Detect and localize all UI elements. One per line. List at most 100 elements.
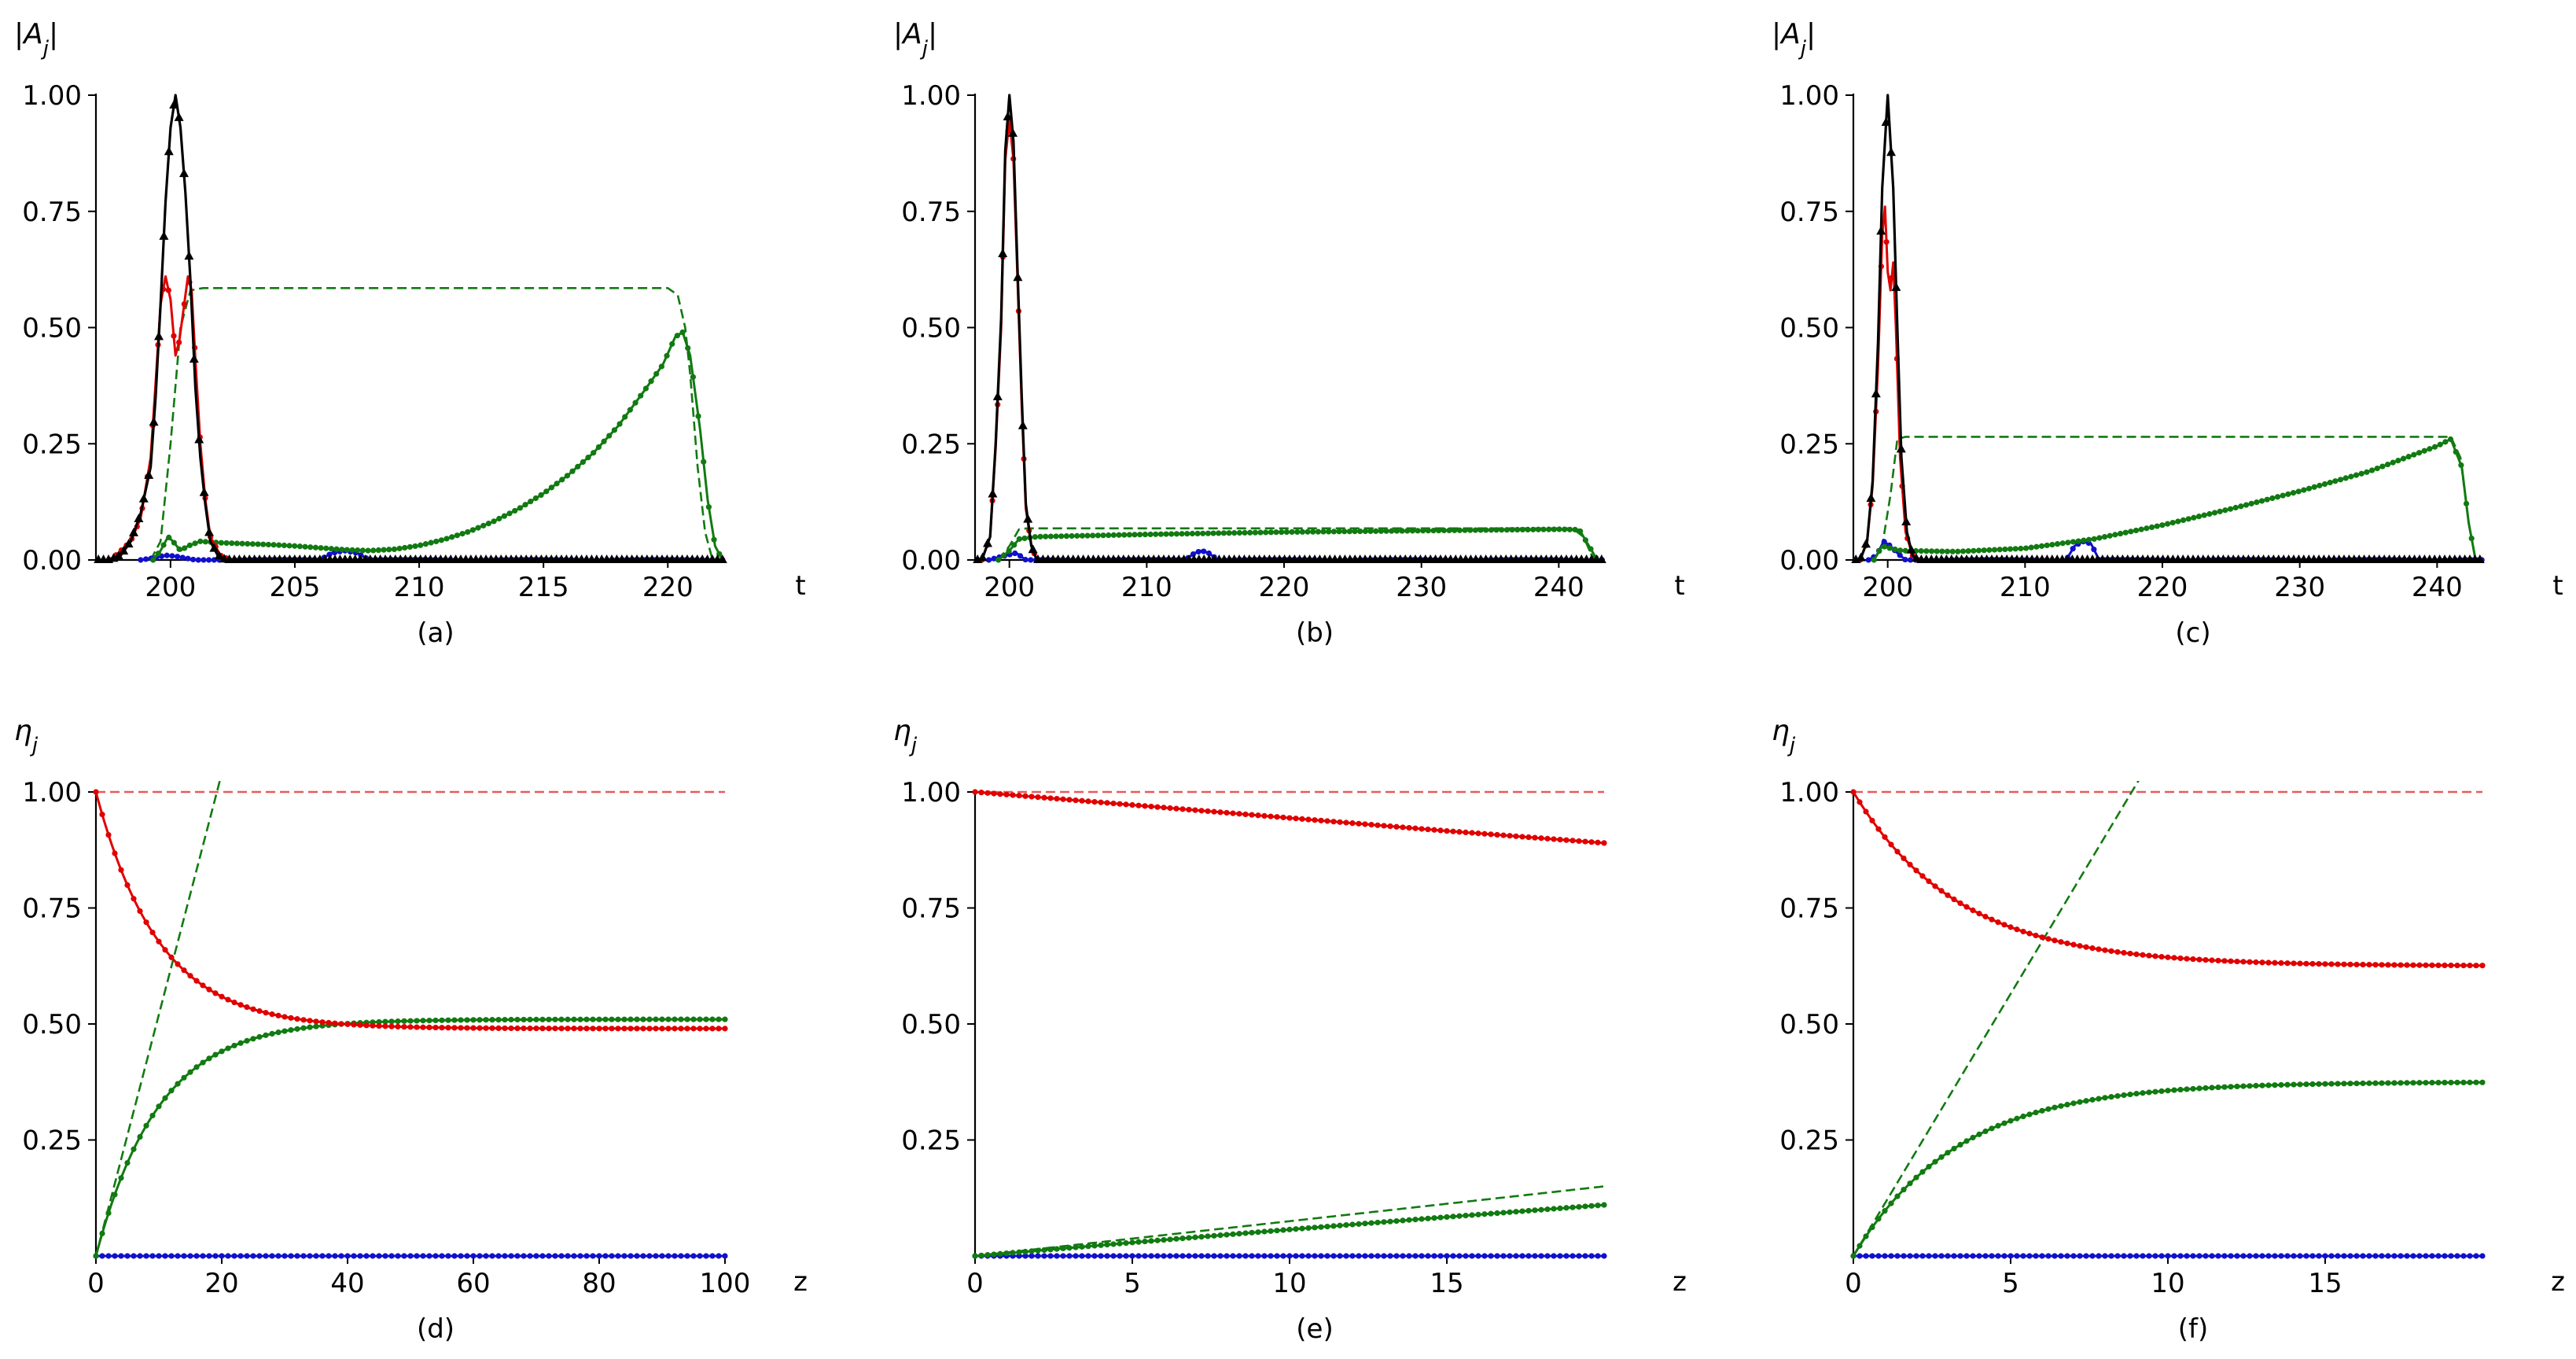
marker-signal-output [355, 547, 361, 554]
y-tick-label: 0.75 [901, 197, 961, 228]
marker-signal-efficiency [2020, 1113, 2026, 1120]
marker-pump-efficiency [2316, 961, 2322, 967]
marker-idler-efficiency [2083, 1253, 2089, 1259]
marker-signal-efficiency [1970, 1134, 1976, 1141]
marker-pump-input [1901, 517, 1912, 526]
marker-signal-efficiency [1022, 1248, 1029, 1255]
marker-idler-efficiency [1349, 1253, 1356, 1259]
marker-signal-output [1330, 528, 1337, 535]
marker-pump-input [1003, 111, 1013, 120]
marker-pump-input [159, 230, 169, 240]
marker-idler-efficiency [1330, 1253, 1337, 1259]
marker-signal-efficiency [2460, 1079, 2467, 1086]
marker-signal-output [1184, 531, 1190, 537]
marker-idler-efficiency [1875, 1253, 1882, 1259]
marker-pump-input [1861, 539, 1871, 548]
marker-pump-efficiency [300, 1017, 307, 1023]
marker-signal-efficiency [2228, 1084, 2234, 1090]
marker-signal-efficiency [2265, 1082, 2272, 1088]
marker-pump-efficiency [1475, 830, 1481, 837]
marker-idler [1897, 552, 1903, 558]
marker-signal-efficiency [1286, 1226, 1293, 1232]
marker-idler [1195, 548, 1202, 555]
marker-idler-efficiency [1945, 1253, 1951, 1259]
marker-signal-output [422, 541, 429, 547]
x-axis-title: t [1674, 570, 1684, 602]
marker-signal-output [1456, 527, 1463, 533]
x-tick-label: 10 [1272, 1268, 1306, 1299]
marker-signal-output [202, 539, 208, 545]
marker-signal-output [2427, 446, 2433, 452]
marker-idler-efficiency [1041, 1253, 1047, 1259]
marker-signal-efficiency [2121, 1092, 2127, 1099]
marker-idler [205, 557, 212, 563]
marker-pump-efficiency [1538, 835, 1544, 842]
marker-pump-efficiency [1857, 799, 1863, 805]
marker-signal-output [1257, 529, 1264, 536]
marker-pump-efficiency [2209, 957, 2215, 963]
marker-signal-output [396, 545, 403, 552]
marker-idler-efficiency [521, 1253, 527, 1259]
marker-signal-output [312, 544, 318, 551]
marker-idler-efficiency [1393, 1253, 1400, 1259]
marker-signal-efficiency [2096, 1096, 2102, 1102]
marker-signal-output [155, 551, 161, 557]
marker-signal-efficiency [2127, 1091, 2133, 1098]
marker-pump-efficiency [1198, 808, 1205, 814]
marker-pump-efficiency [1400, 824, 1406, 830]
marker-signal-efficiency [1995, 1122, 2001, 1129]
marker-signal-output [2332, 478, 2339, 484]
marker-pump-efficiency [2033, 932, 2039, 939]
marker-idler-efficiency [332, 1253, 338, 1259]
marker-idler-efficiency [445, 1253, 451, 1259]
marker-idler-efficiency [2473, 1253, 2479, 1259]
marker-signal-efficiency [1110, 1241, 1117, 1247]
marker-pump-efficiency [2146, 952, 2152, 959]
marker-signal-output [339, 547, 345, 553]
marker-signal-output [1106, 532, 1112, 539]
marker-pump-efficiency [2020, 928, 2026, 935]
marker-signal-efficiency [1010, 1250, 1016, 1256]
marker-pump-efficiency [193, 978, 200, 984]
marker-pump-efficiency [502, 1025, 508, 1032]
marker-pump-efficiency [470, 1025, 477, 1031]
marker-signal-output [1452, 527, 1458, 533]
marker-idler-efficiency [1286, 1253, 1293, 1259]
marker-signal-output [522, 502, 528, 508]
marker-signal-output [2049, 541, 2055, 548]
marker-idler-efficiency [319, 1253, 326, 1259]
marker-idler-efficiency [143, 1253, 149, 1259]
marker-signal-output [2154, 523, 2160, 529]
marker-idler-efficiency [2442, 1253, 2448, 1259]
marker-idler-efficiency [2322, 1253, 2328, 1259]
marker-pump-efficiency [363, 1022, 370, 1029]
marker-pump-efficiency [388, 1023, 395, 1029]
marker-signal-output [1436, 527, 1442, 534]
marker-idler-efficiency [2158, 1253, 2165, 1259]
marker-idler-efficiency [162, 1253, 168, 1259]
marker-pump-efficiency [2284, 960, 2291, 967]
y-tick-label: 0.00 [22, 545, 82, 576]
marker-signal-output [2317, 482, 2323, 488]
marker-idler-efficiency [2234, 1253, 2240, 1259]
marker-signal-efficiency [646, 1016, 653, 1022]
y-tick-label: 0.50 [1779, 1009, 1839, 1040]
marker-signal-output [2117, 530, 2124, 537]
marker-pump-efficiency [1110, 800, 1117, 807]
marker-pump-efficiency [344, 1021, 351, 1027]
marker-signal-output [1446, 527, 1452, 534]
marker-signal-output [1315, 528, 1321, 535]
marker-signal-efficiency [1412, 1217, 1419, 1223]
marker-pump-efficiency [1242, 811, 1249, 818]
marker-signal-efficiency [288, 1027, 294, 1033]
marker-pump-efficiency [1989, 916, 1995, 923]
marker-idler-efficiency [2121, 1253, 2127, 1259]
marker-idler-efficiency [1469, 1253, 1475, 1259]
marker-idler-efficiency [2391, 1253, 2398, 1259]
marker-pump-efficiency [105, 831, 112, 838]
marker-idler [991, 555, 997, 562]
marker-idler-efficiency [533, 1253, 539, 1259]
marker-signal-output [359, 547, 366, 554]
marker-pump-input [1028, 544, 1038, 554]
marker-idler-efficiency [2398, 1253, 2404, 1259]
